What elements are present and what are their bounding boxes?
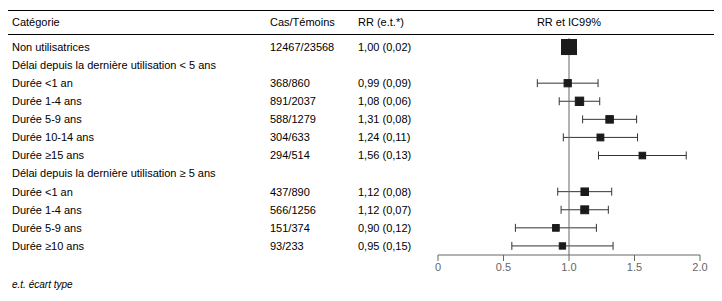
svg-text:12467/23568: 12467/23568: [270, 41, 334, 53]
svg-text:Délai depuis la dernière utili: Délai depuis la dernière utilisation ≥ 5…: [12, 167, 216, 179]
svg-text:0,95 (0,15): 0,95 (0,15): [358, 240, 411, 252]
svg-text:1,00 (0,02): 1,00 (0,02): [358, 41, 411, 53]
svg-text:1,24 (0,11): 1,24 (0,11): [358, 131, 410, 143]
svg-text:93/233: 93/233: [270, 240, 304, 252]
svg-text:Non utilisatrices: Non utilisatrices: [12, 41, 90, 53]
svg-text:1,31 (0,08): 1,31 (0,08): [358, 113, 411, 125]
svg-text:588/1279: 588/1279: [270, 113, 316, 125]
html-text:e.t. écart type: e.t. écart type: [12, 279, 73, 290]
svg-text:368/860: 368/860: [270, 77, 310, 89]
svg-text:1,12 (0,07): 1,12 (0,07): [358, 204, 411, 216]
svg-text:294/514: 294/514: [270, 149, 310, 161]
svg-text:1,08 (0,06): 1,08 (0,06): [358, 95, 411, 107]
svg-text:Durée ≥10 ans: Durée ≥10 ans: [12, 240, 85, 252]
svg-text:566/1256: 566/1256: [270, 204, 316, 216]
svg-text:Délai depuis la dernière utili: Délai depuis la dernière utilisation < 5…: [12, 59, 216, 71]
svg-text:Durée 1-4 ans: Durée 1-4 ans: [12, 204, 82, 216]
svg-text:151/374: 151/374: [270, 222, 310, 234]
svg-text:Durée 5-9 ans: Durée 5-9 ans: [12, 222, 82, 234]
html-text:Catégorie: Catégorie: [12, 16, 60, 28]
svg-text:304/633: 304/633: [270, 131, 310, 143]
html-text:Cas/Témoins: Cas/Témoins: [270, 16, 335, 28]
svg-text:Durée 5-9 ans: Durée 5-9 ans: [12, 113, 82, 125]
svg-text:1,12 (0,08): 1,12 (0,08): [358, 186, 411, 198]
svg-text:1.5: 1.5: [627, 261, 642, 273]
svg-text:Durée <1 an: Durée <1 an: [12, 186, 73, 198]
html-text:RR (e.t.*): RR (e.t.*): [358, 16, 404, 28]
svg-text:437/890: 437/890: [270, 186, 310, 198]
svg-text:1,56 (0,13): 1,56 (0,13): [358, 149, 411, 161]
svg-text:Durée 10-14 ans: Durée 10-14 ans: [12, 131, 94, 143]
svg-text:Durée <1 an: Durée <1 an: [12, 77, 73, 89]
svg-text:0: 0: [435, 261, 441, 273]
svg-text:0,99 (0,09): 0,99 (0,09): [358, 77, 411, 89]
svg-text:Durée 1-4 ans: Durée 1-4 ans: [12, 95, 82, 107]
html-text:RR et IC99%: RR et IC99%: [536, 16, 602, 28]
svg-text:1.0: 1.0: [561, 261, 576, 273]
svg-text:Durée ≥15 ans: Durée ≥15 ans: [12, 149, 85, 161]
svg-text:0,90 (0,12): 0,90 (0,12): [358, 222, 411, 234]
svg-text:0.5: 0.5: [496, 261, 511, 273]
svg-text:2.0: 2.0: [692, 261, 707, 273]
svg-text:891/2037: 891/2037: [270, 95, 316, 107]
